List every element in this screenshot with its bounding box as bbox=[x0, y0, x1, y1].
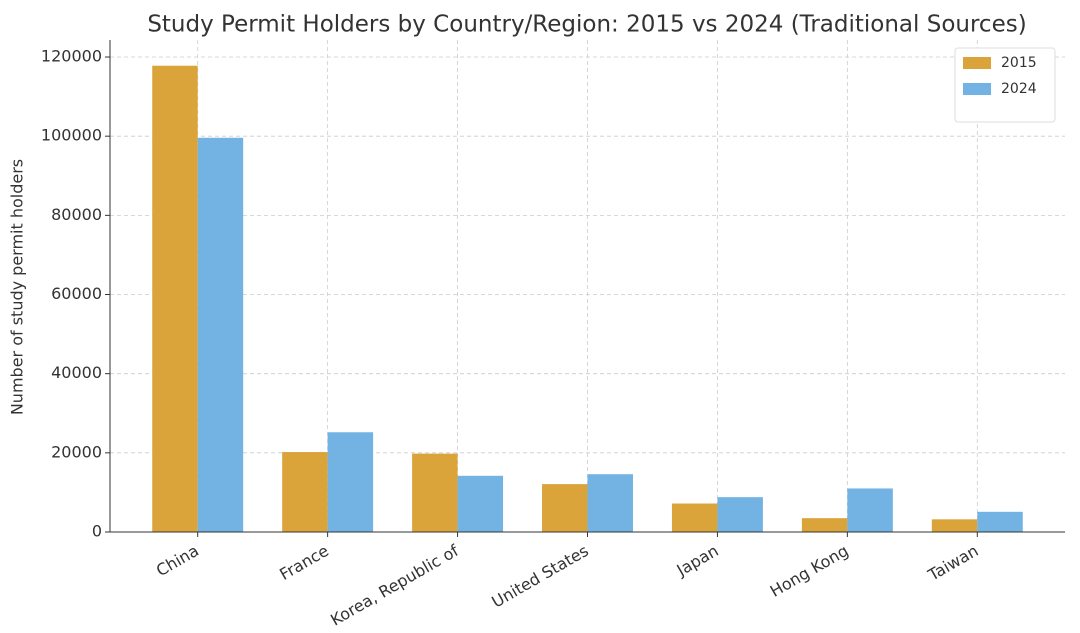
bar bbox=[801, 518, 848, 532]
bar bbox=[717, 497, 763, 532]
x-tick-label: Hong Kong bbox=[767, 541, 852, 601]
bar bbox=[977, 511, 1023, 532]
x-tick-label: China bbox=[153, 541, 202, 580]
bar bbox=[457, 475, 504, 532]
y-tick-label: 60000 bbox=[51, 284, 102, 303]
x-tick-label: France bbox=[276, 541, 332, 584]
bar bbox=[542, 484, 588, 532]
bar bbox=[152, 65, 198, 532]
bar bbox=[327, 432, 374, 532]
y-axis-label: Number of study permit holders bbox=[8, 159, 27, 415]
bar bbox=[847, 488, 893, 532]
y-tick-label: 100000 bbox=[41, 126, 102, 145]
x-tick-label: United States bbox=[488, 541, 591, 612]
legend-label: 2015 bbox=[1001, 55, 1037, 71]
y-tick-label: 20000 bbox=[51, 442, 102, 461]
bar bbox=[931, 519, 978, 532]
y-tick-label: 120000 bbox=[41, 47, 102, 66]
legend-swatch bbox=[963, 57, 991, 69]
x-tick-label: Taiwan bbox=[924, 541, 981, 585]
bar bbox=[587, 474, 633, 532]
chart-title: Study Permit Holders by Country/Region: … bbox=[147, 12, 1026, 38]
y-tick-label: 40000 bbox=[51, 363, 102, 382]
y-tick-label: 80000 bbox=[51, 205, 102, 224]
bar bbox=[282, 452, 328, 532]
bar bbox=[412, 453, 458, 532]
y-tick-label: 0 bbox=[92, 522, 102, 541]
bar bbox=[197, 137, 244, 532]
legend-label: 2024 bbox=[1001, 81, 1037, 97]
legend-swatch bbox=[963, 83, 991, 95]
bar bbox=[671, 503, 718, 532]
x-tick-label: Japan bbox=[673, 541, 722, 580]
x-tick-label: Korea, Republic of bbox=[327, 541, 462, 630]
